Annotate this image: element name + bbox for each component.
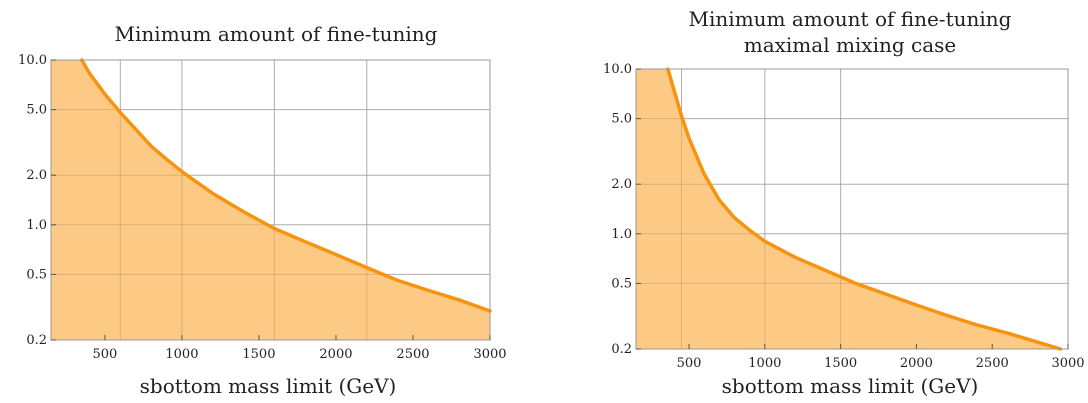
chart-right: Minimum amount of fine-tuning maximal mi… (544, 0, 1088, 403)
x-tick-label: 3000 (473, 347, 506, 362)
plot-frame (635, 68, 1069, 350)
fine-tuning-curve (80, 58, 492, 313)
y-tick-label: 10.0 (603, 62, 632, 77)
chart-right-plot-area: 0.2 0.5 1.0 2.0 5.0 10.0 500 1000 1500 2000 2500 30… (603, 62, 1085, 371)
y-tick-label: 10.0 (18, 53, 47, 68)
x-tick-label: 500 (92, 347, 117, 362)
y-tick-label: 1.0 (611, 227, 632, 242)
plot-frame (50, 59, 491, 341)
chart-left: Minimum amount of fine-tuning 0.2 0.5 1.0 2… (18, 22, 507, 398)
y-tick-label: 5.0 (26, 103, 47, 118)
excluded-region-fill (636, 69, 1061, 349)
x-tick-label: 500 (677, 356, 702, 371)
y-tick-label: 2.0 (611, 177, 632, 192)
chart-left-x-axis-label: sbottom mass limit (GeV) (140, 374, 397, 398)
fine-tuning-curve (666, 67, 1063, 351)
y-tick-label: 0.2 (611, 342, 632, 357)
x-tick-label: 3000 (1051, 356, 1084, 371)
chart-left-title: Minimum amount of fine-tuning (115, 22, 438, 46)
x-tick-label: 1000 (165, 347, 198, 362)
x-tick-label: 2500 (396, 347, 429, 362)
chart-right-x-axis-label: sbottom mass limit (GeV) (722, 374, 979, 398)
y-tick-label: 5.0 (611, 112, 632, 127)
chart-right-subtitle: maximal mixing case (744, 33, 957, 57)
y-tick-label: 0.5 (26, 267, 47, 282)
chart-left-svg: Minimum amount of fine-tuning 0.2 0.5 1.0 2… (18, 22, 507, 398)
x-tick-label: 1500 (824, 356, 857, 371)
x-tick-label: 2000 (900, 356, 933, 371)
chart-right-svg: Minimum amount of fine-tuning maximal mi… (603, 7, 1085, 398)
excluded-region-fill (51, 60, 490, 340)
chart-right-title: Minimum amount of fine-tuning (689, 7, 1012, 31)
chart-left-plot-area: 0.2 0.5 1.0 2.0 5.0 10.0 500 1000 1500 2000 2500 30… (18, 53, 507, 362)
y-tick-label: 0.2 (26, 333, 47, 348)
x-tick-label: 2000 (319, 347, 352, 362)
x-tick-label: 2500 (976, 356, 1009, 371)
y-tick-label: 2.0 (26, 168, 47, 183)
y-tick-label: 0.5 (611, 276, 632, 291)
x-tick-label: 1000 (748, 356, 781, 371)
y-tick-label: 1.0 (26, 218, 47, 233)
x-tick-label: 1500 (242, 347, 275, 362)
